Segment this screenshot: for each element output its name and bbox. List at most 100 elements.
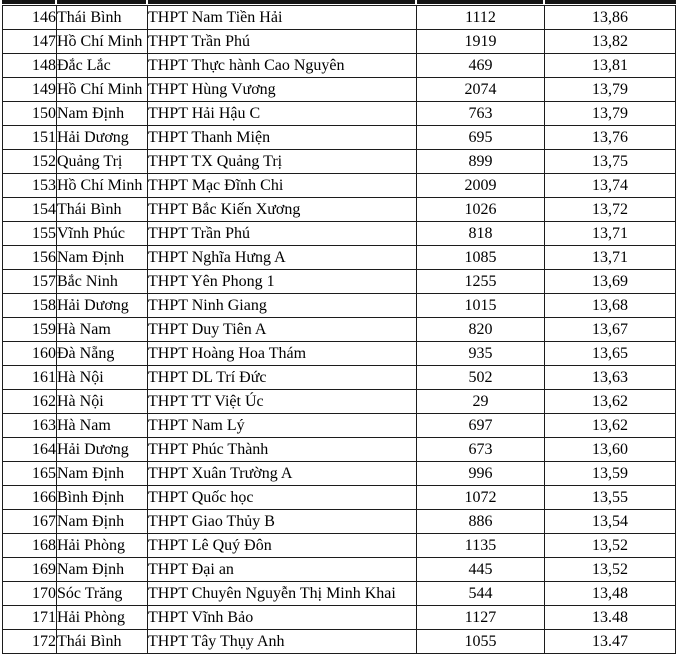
cell-rank: 170 [2, 581, 57, 606]
cell-students: 1919 [416, 29, 545, 54]
cell-school: THPT Thanh Miện [147, 125, 417, 150]
cell-school: THPT Nghĩa Hưng A [147, 245, 417, 270]
cell-province: Nam Định [56, 509, 148, 534]
table-row: 150 Nam Định THPT Hải Hậu C 763 13,79 [2, 101, 676, 126]
cell-score: 13,55 [544, 485, 676, 510]
cell-rank: 152 [2, 149, 57, 174]
cell-score: 13,86 [544, 5, 676, 30]
cell-province: Sóc Trăng [56, 581, 148, 606]
table-row: 169 Nam Định THPT Đại an 445 13,52 [2, 557, 676, 582]
cell-school: THPT Giao Thủy B [147, 509, 417, 534]
cell-rank: 164 [2, 437, 57, 462]
cell-province: Hà Nội [56, 389, 148, 414]
cell-score: 13,62 [544, 413, 676, 438]
cell-rank: 160 [2, 341, 57, 366]
cell-rank: 154 [2, 197, 57, 222]
cell-school: THPT Vĩnh Bảo [147, 605, 417, 630]
cell-school: THPT Xuân Trường A [147, 461, 417, 486]
cell-school: THPT Mạc Đĩnh Chi [147, 173, 417, 198]
table-row: 147 Hồ Chí Minh THPT Trần Phú 1919 13,82 [2, 29, 676, 54]
cell-score: 13,79 [544, 101, 676, 126]
cell-score: 13,59 [544, 461, 676, 486]
cell-school: THPT Chuyên Nguyễn Thị Minh Khai [147, 581, 417, 606]
cell-students: 818 [416, 221, 545, 246]
cell-score: 13.47 [544, 629, 676, 654]
cell-students: 1055 [416, 629, 545, 654]
cell-score: 13,68 [544, 293, 676, 318]
cell-school: THPT Nam Tiền Hải [147, 5, 417, 30]
cell-province: Nam Định [56, 101, 148, 126]
cell-rank: 156 [2, 245, 57, 270]
cell-score: 13,63 [544, 365, 676, 390]
cell-rank: 151 [2, 125, 57, 150]
cell-score: 13,82 [544, 29, 676, 54]
cell-province: Nam Định [56, 245, 148, 270]
cell-province: Hải Dương [56, 437, 148, 462]
table-row: 163 Hà Nam THPT Nam Lý 697 13,62 [2, 413, 676, 438]
cell-students: 1015 [416, 293, 545, 318]
cell-school: THPT Phúc Thành [147, 437, 417, 462]
cell-students: 1135 [416, 533, 545, 558]
cell-school: THPT Yên Phong 1 [147, 269, 417, 294]
cell-rank: 146 [2, 5, 57, 30]
cell-school: THPT Thực hành Cao Nguyên [147, 53, 417, 78]
cell-students: 502 [416, 365, 545, 390]
table-row: 149 Hồ Chí Minh THPT Hùng Vương 2074 13,… [2, 77, 676, 102]
cell-province: Hải Dương [56, 293, 148, 318]
cell-province: Hải Dương [56, 125, 148, 150]
cell-school: THPT TT Việt Úc [147, 389, 417, 414]
cell-students: 673 [416, 437, 545, 462]
cell-students: 996 [416, 461, 545, 486]
cell-school: THPT Tây Thụy Anh [147, 629, 417, 654]
cell-province: Quảng Trị [56, 149, 148, 174]
cell-students: 469 [416, 53, 545, 78]
cell-students: 1112 [416, 5, 545, 30]
cell-students: 886 [416, 509, 545, 534]
table-row: 156 Nam Định THPT Nghĩa Hưng A 1085 13,7… [2, 245, 676, 270]
table-row: 158 Hải Dương THPT Ninh Giang 1015 13,68 [2, 293, 676, 318]
cell-students: 445 [416, 557, 545, 582]
cell-rank: 157 [2, 269, 57, 294]
table-row: 167 Nam Định THPT Giao Thủy B 886 13,54 [2, 509, 676, 534]
cell-students: 1085 [416, 245, 545, 270]
cell-rank: 158 [2, 293, 57, 318]
table-row: 152 Quảng Trị THPT TX Quảng Trị 899 13,7… [2, 149, 676, 174]
cell-score: 13,65 [544, 341, 676, 366]
table-row: 171 Hải Phòng THPT Vĩnh Bảo 1127 13.48 [2, 605, 676, 630]
cell-score: 13,76 [544, 125, 676, 150]
cell-school: THPT Nam Lý [147, 413, 417, 438]
cell-province: Hà Nam [56, 413, 148, 438]
cell-school: THPT Hùng Vương [147, 77, 417, 102]
cell-school: THPT Ninh Giang [147, 293, 417, 318]
cutoff-segment [417, 0, 543, 4]
cell-score: 13,67 [544, 317, 676, 342]
cell-school: THPT Trần Phú [147, 221, 417, 246]
cell-school: THPT Trần Phú [147, 29, 417, 54]
cell-school: THPT Lê Quý Đôn [147, 533, 417, 558]
cell-province: Thái Bình [56, 197, 148, 222]
cell-province: Bắc Ninh [56, 269, 148, 294]
table-row: 170 Sóc Trăng THPT Chuyên Nguyễn Thị Min… [2, 581, 676, 606]
cell-rank: 159 [2, 317, 57, 342]
table-row: 160 Đà Nẵng THPT Hoàng Hoa Thám 935 13,6… [2, 341, 676, 366]
cell-students: 1127 [416, 605, 545, 630]
cell-students: 1072 [416, 485, 545, 510]
cell-province: Vĩnh Phúc [56, 221, 148, 246]
cell-school: THPT TX Quảng Trị [147, 149, 417, 174]
cell-students: 544 [416, 581, 545, 606]
cell-school: THPT Quốc học [147, 485, 417, 510]
cell-score: 13,74 [544, 173, 676, 198]
table-row: 148 Đắc Lắc THPT Thực hành Cao Nguyên 46… [2, 53, 676, 78]
cell-rank: 163 [2, 413, 57, 438]
cutoff-segment [148, 0, 415, 4]
cell-score: 13,54 [544, 509, 676, 534]
table-row: 172 Thái Bình THPT Tây Thụy Anh 1055 13.… [2, 629, 676, 654]
cell-score: 13,79 [544, 77, 676, 102]
table-row: 166 Bình Định THPT Quốc học 1072 13,55 [2, 485, 676, 510]
cell-rank: 153 [2, 173, 57, 198]
cell-score: 13.48 [544, 605, 676, 630]
cell-school: THPT Hải Hậu C [147, 101, 417, 126]
cell-province: Hà Nội [56, 365, 148, 390]
cell-school: THPT Đại an [147, 557, 417, 582]
cell-rank: 166 [2, 485, 57, 510]
